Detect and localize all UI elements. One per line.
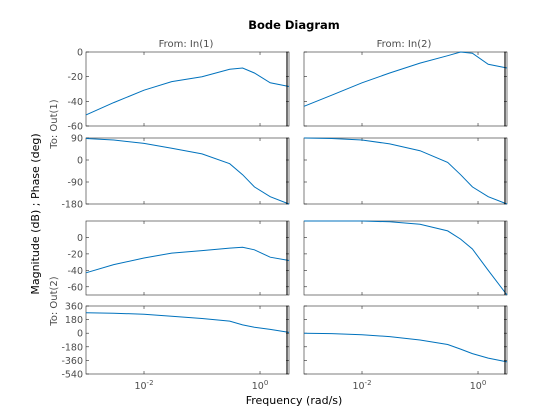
- y-tick-label: -180: [61, 200, 83, 211]
- axes-box-out2-mag-0: [85, 220, 290, 296]
- series-line-out2-mag-in1: [85, 246, 290, 274]
- axes-box-out2-phase-1: [303, 305, 508, 375]
- y-tick-label: -540: [61, 370, 83, 381]
- axes-box-out1-phase-0: [85, 137, 290, 205]
- y-tick-label: 0: [77, 48, 83, 59]
- axes-box-out1-phase-1: [303, 137, 508, 205]
- plot-area: 0-20-40-60900-90-1800-20-40-603601800-18…: [61, 48, 508, 392]
- series-line-out2-phase-in1: [85, 312, 290, 333]
- row-label-out1: To: Out(1): [49, 99, 60, 149]
- y-tick-label: 360: [65, 302, 83, 313]
- axes-box-out1-mag-0: [85, 51, 290, 127]
- y-tick-label: -60: [67, 282, 83, 293]
- x-tick-label: 100: [252, 379, 269, 392]
- series-line-out2-phase-in2: [303, 332, 508, 363]
- series-line-out1-mag-in2: [303, 51, 508, 107]
- y-tick-label: -40: [67, 266, 83, 277]
- series-line-out2-mag-in2: [304, 220, 508, 296]
- series-line-out1-phase-in1: [85, 138, 290, 205]
- y-tick-label: -60: [67, 122, 83, 133]
- y-tick-label: -360: [61, 356, 83, 367]
- chart-title: Bode Diagram: [248, 18, 340, 32]
- y-tick-label: 180: [65, 315, 83, 326]
- y-tick-label: -90: [67, 178, 83, 189]
- series-line-out1-phase-in2: [303, 137, 508, 205]
- axes-box-out2-mag-1: [303, 220, 508, 296]
- y-tick-label: -180: [61, 342, 83, 353]
- y-tick-label: -40: [67, 97, 83, 108]
- series-line-out1-mag-in1: [85, 67, 290, 116]
- y-tick-label: 0: [77, 329, 83, 340]
- x-tick-label: 10-2: [352, 379, 371, 392]
- y-axis-label: Magnitude (dB) ; Phase (deg): [29, 133, 42, 294]
- axes-box-out2-phase-0: [85, 305, 290, 375]
- y-tick-label: -20: [67, 72, 83, 83]
- row-label-out2: To: Out(2): [49, 276, 60, 326]
- column-label-in1: From: In(1): [159, 39, 214, 50]
- y-tick-label: 90: [71, 134, 83, 145]
- axes-box-out1-mag-1: [303, 51, 508, 127]
- column-label-in2: From: In(2): [377, 39, 432, 50]
- x-tick-label: 100: [470, 379, 487, 392]
- x-tick-label: 10-2: [134, 379, 153, 392]
- y-tick-label: -20: [67, 249, 83, 260]
- x-axis-label: Frequency (rad/s): [246, 394, 343, 407]
- y-tick-label: 0: [77, 156, 83, 167]
- y-tick-label: 0: [77, 233, 83, 244]
